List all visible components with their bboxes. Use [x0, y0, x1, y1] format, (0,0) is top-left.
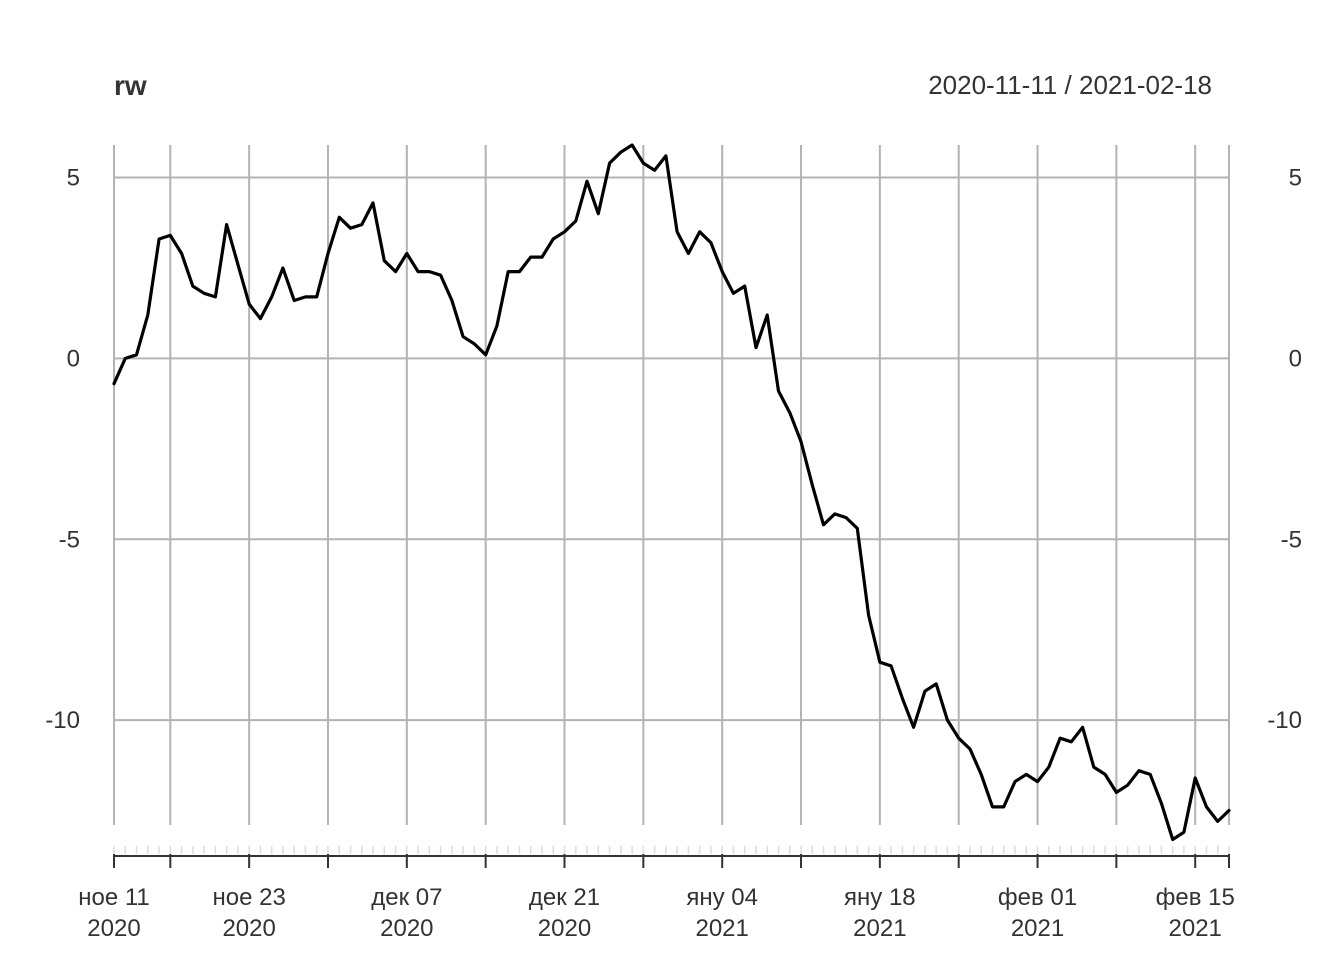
series-line [112, 143, 1231, 842]
y-tick-label-right: -10 [1267, 707, 1302, 734]
y-tick-label-left: 0 [67, 345, 80, 372]
y-tick-label-right: 0 [1289, 345, 1302, 372]
y-tick-label-left: 5 [67, 165, 80, 192]
y-tick-label-left: -5 [59, 526, 80, 553]
x-tick-label: яну 04 [686, 884, 758, 911]
x-tick-year-label: 2021 [1011, 915, 1064, 942]
x-tick-label: фев 15 [1156, 884, 1235, 911]
x-tick-label: ное 23 [212, 884, 285, 911]
x-tick-year-label: 2021 [1169, 915, 1222, 942]
x-tick-year-label: 2020 [222, 915, 275, 942]
x-axis: ное 11 2020 ное 23 2020 дек 07 2020 дек 21 2020… [78, 846, 1235, 942]
x-tick-year-label: 2021 [853, 915, 906, 942]
x-tick-year-label: 2021 [695, 915, 748, 942]
x-tick-label: ное 11 [78, 884, 150, 911]
grid [113, 145, 1230, 825]
x-tick-year-label: 2020 [87, 915, 140, 942]
x-tick-year-label: 2020 [538, 915, 591, 942]
y-tick-label-left: -10 [45, 707, 80, 734]
x-tick-label: дек 07 [371, 884, 442, 911]
y-axis-right: 5 0 -5 -10 [1267, 165, 1302, 735]
x-tick-label: фев 01 [998, 884, 1077, 911]
y-tick-label-right: -5 [1281, 526, 1302, 553]
y-axis-left: 5 0 -5 -10 [45, 165, 80, 735]
y-tick-label-right: 5 [1289, 165, 1302, 192]
date-range-label: 2020-11-11 / 2021-02-18 [928, 70, 1212, 100]
x-tick-label: яну 18 [844, 884, 916, 911]
x-tick-label: дек 21 [529, 884, 600, 911]
series-layer [112, 143, 1231, 842]
x-tick-year-label: 2020 [380, 915, 433, 942]
chart-title: rw [114, 70, 147, 101]
